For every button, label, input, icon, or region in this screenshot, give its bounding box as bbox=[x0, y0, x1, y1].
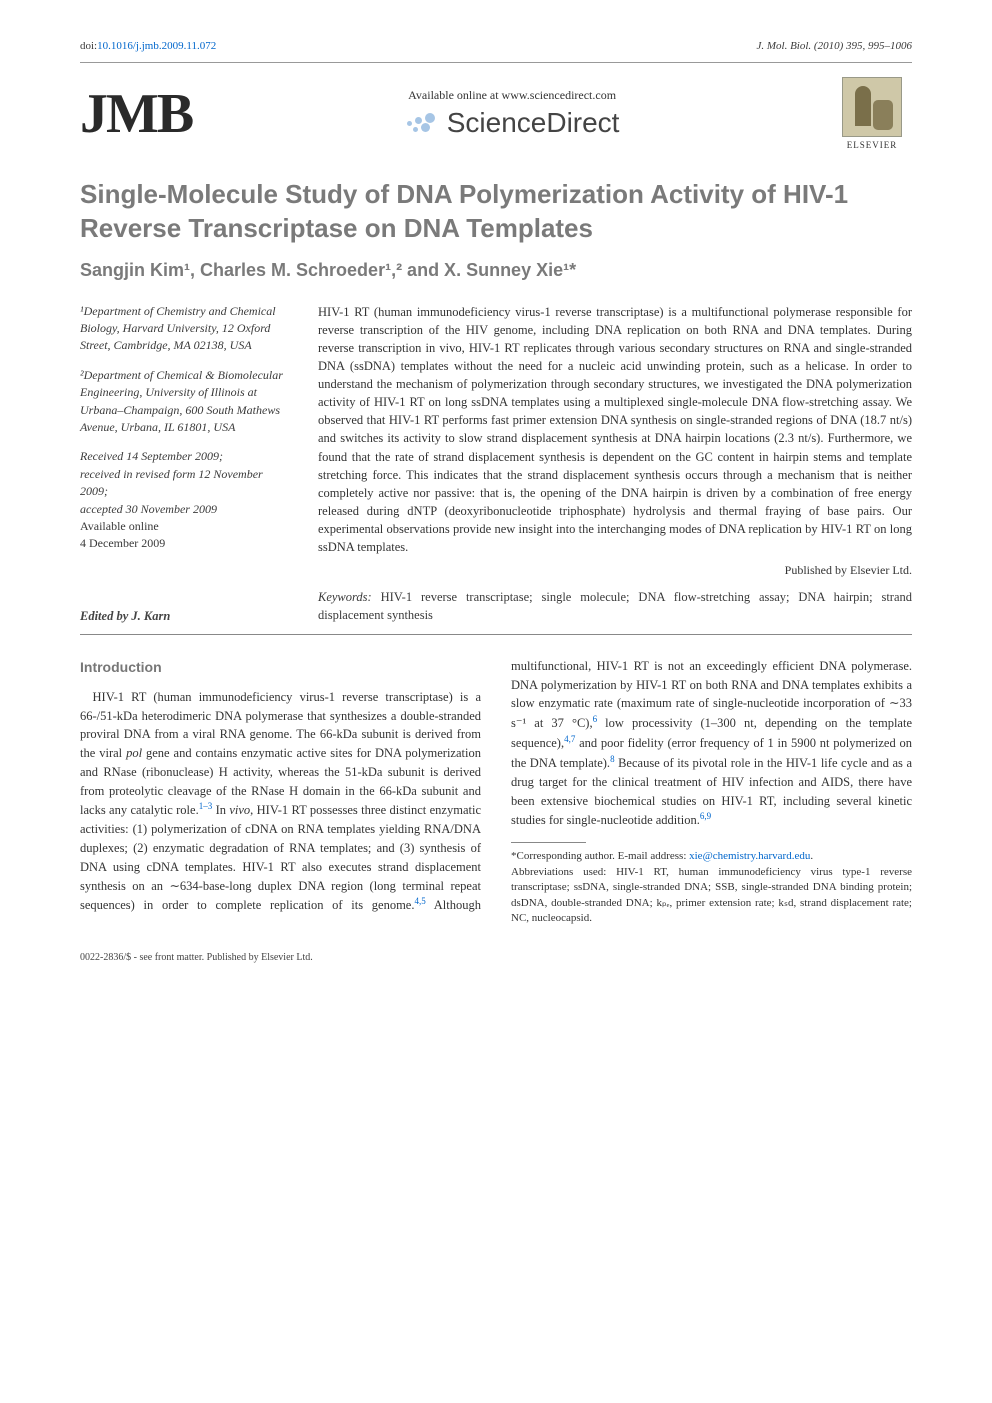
online-label: Available online bbox=[80, 519, 159, 533]
doi-prefix: doi: bbox=[80, 40, 97, 52]
journal-citation: J. Mol. Biol. (2010) 395, 995–1006 bbox=[756, 40, 912, 52]
ref-4-5[interactable]: 4,5 bbox=[414, 896, 425, 906]
abbrev-text: Abbreviations used: HIV-1 RT, human immu… bbox=[511, 866, 912, 924]
elsevier-block: ELSEVIER bbox=[832, 77, 912, 150]
header-top: doi:10.1016/j.jmb.2009.11.072 J. Mol. Bi… bbox=[80, 40, 912, 52]
meta-abstract-row: ¹Department of Chemistry and Chemical Bi… bbox=[80, 303, 912, 580]
accepted-date: accepted 30 November 2009 bbox=[80, 502, 217, 516]
footer-left: 0022-2836/$ - see front matter. Publishe… bbox=[80, 952, 313, 963]
abstract-text: HIV-1 RT (human immunodeficiency virus-1… bbox=[318, 305, 912, 555]
meta-column: ¹Department of Chemistry and Chemical Bi… bbox=[80, 303, 290, 580]
affiliation-2: ²Department of Chemical & Biomolecular E… bbox=[80, 367, 290, 437]
corr-email-link[interactable]: xie@chemistry.harvard.edu bbox=[689, 850, 810, 862]
header-divider bbox=[80, 62, 912, 63]
edited-by: Edited by J. Karn bbox=[80, 609, 290, 624]
article-dates: Received 14 September 2009; received in … bbox=[80, 448, 290, 552]
ref-1-3[interactable]: 1–3 bbox=[199, 801, 213, 811]
corr-period: . bbox=[810, 850, 813, 862]
introduction-heading: Introduction bbox=[80, 657, 481, 678]
corresponding-author: *Corresponding author. E-mail address: x… bbox=[511, 849, 912, 864]
sciencedirect-dots-icon bbox=[405, 111, 439, 135]
p1-vivo: vivo bbox=[229, 804, 250, 818]
doi-link[interactable]: 10.1016/j.jmb.2009.11.072 bbox=[97, 40, 216, 52]
page-footer: 0022-2836/$ - see front matter. Publishe… bbox=[80, 952, 912, 963]
section-divider bbox=[80, 634, 912, 635]
received-date: Received 14 September 2009; bbox=[80, 449, 223, 463]
jmb-logo: JMB bbox=[80, 82, 192, 146]
elsevier-text: ELSEVIER bbox=[832, 140, 912, 150]
sciencedirect-block: Available online at www.sciencedirect.co… bbox=[192, 88, 832, 139]
footnote-divider bbox=[511, 842, 586, 843]
online-date: 4 December 2009 bbox=[80, 536, 165, 550]
keywords-text: HIV-1 reverse transcriptase; single mole… bbox=[318, 590, 912, 622]
elsevier-tree-icon bbox=[842, 77, 902, 137]
abstract: HIV-1 RT (human immunodeficiency virus-1… bbox=[318, 303, 912, 580]
affiliation-1: ¹Department of Chemistry and Chemical Bi… bbox=[80, 303, 290, 355]
abbreviations: Abbreviations used: HIV-1 RT, human immu… bbox=[511, 865, 912, 927]
ref-4-7[interactable]: 4,7 bbox=[564, 734, 575, 744]
doi[interactable]: doi:10.1016/j.jmb.2009.11.072 bbox=[80, 40, 216, 52]
sciencedirect-text: ScienceDirect bbox=[447, 107, 620, 139]
article-title: Single-Molecule Study of DNA Polymerizat… bbox=[80, 178, 912, 246]
header-logos: JMB Available online at www.sciencedirec… bbox=[80, 77, 912, 150]
p1-c: In bbox=[212, 804, 229, 818]
corr-text: E-mail address: bbox=[615, 850, 689, 862]
available-online-text: Available online at www.sciencedirect.co… bbox=[192, 88, 832, 103]
authors: Sangjin Kim¹, Charles M. Schroeder¹,² an… bbox=[80, 260, 912, 281]
p1-pol: pol bbox=[126, 746, 142, 760]
published-by: Published by Elsevier Ltd. bbox=[318, 562, 912, 579]
sciencedirect-row: ScienceDirect bbox=[192, 107, 832, 139]
keywords-label: Keywords: bbox=[318, 590, 372, 604]
corr-label: *Corresponding author. bbox=[511, 850, 615, 862]
ref-6-9[interactable]: 6,9 bbox=[700, 811, 711, 821]
revised-date: received in revised form 12 November 200… bbox=[80, 467, 263, 498]
keywords-row: Edited by J. Karn Keywords: HIV-1 revers… bbox=[80, 588, 912, 624]
footnotes: *Corresponding author. E-mail address: x… bbox=[511, 849, 912, 926]
body-columns: Introduction HIV-1 RT (human immunodefic… bbox=[80, 657, 912, 926]
keywords: Keywords: HIV-1 reverse transcriptase; s… bbox=[318, 588, 912, 624]
